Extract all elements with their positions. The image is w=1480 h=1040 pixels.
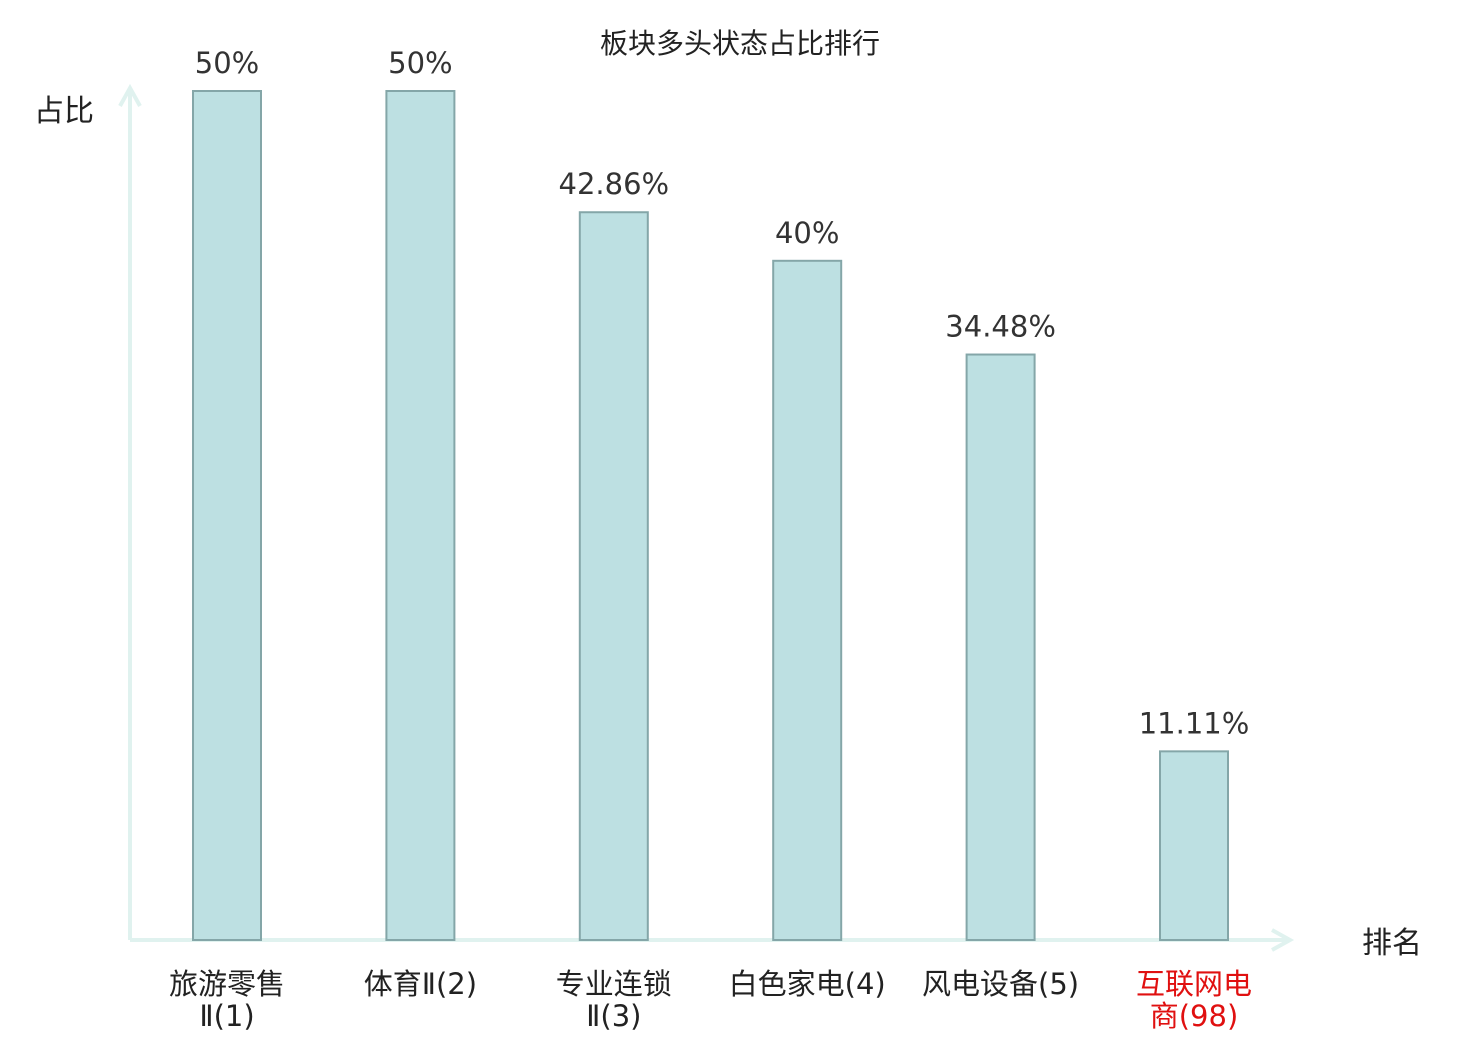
- bar: [192, 90, 262, 941]
- y-axis-arrow: [118, 83, 142, 107]
- x-axis-label: 排名: [1362, 926, 1422, 961]
- category-label: Ⅱ(3): [586, 999, 641, 1033]
- bar-value-label: 42.86%: [559, 167, 670, 201]
- category-label: 旅游零售: [169, 967, 285, 1001]
- x-axis-arrow: [1271, 928, 1295, 952]
- bar: [385, 90, 456, 941]
- bars: [192, 90, 1229, 942]
- y-axis-label: 占比: [34, 94, 94, 129]
- bar: [965, 353, 1036, 941]
- category-label: 专业连锁: [556, 967, 672, 1001]
- category-label: Ⅱ(1): [199, 999, 254, 1033]
- bar-value-label: 50%: [388, 46, 452, 80]
- category-label: 体育Ⅱ(2): [364, 967, 477, 1001]
- bar-value-label: 50%: [195, 46, 259, 80]
- chart-title: 板块多头状态占比排行: [600, 27, 880, 60]
- category-label: 商(98): [1150, 999, 1239, 1033]
- bar-value-label: 11.11%: [1139, 706, 1250, 740]
- value-labels: 50% 50% 42.86% 40% 34.48% 11.11%: [195, 46, 1250, 740]
- category-label: 互联网电: [1136, 967, 1252, 1001]
- bar: [1159, 750, 1229, 941]
- category-label: 白色家电(4): [729, 967, 886, 1001]
- bar: [772, 259, 843, 941]
- bar: [578, 211, 649, 942]
- bar-value-label: 34.48%: [945, 310, 1056, 344]
- bar-value-label: 40%: [775, 216, 839, 250]
- axes: [118, 83, 1295, 952]
- category-label: 风电设备(5): [922, 967, 1079, 1001]
